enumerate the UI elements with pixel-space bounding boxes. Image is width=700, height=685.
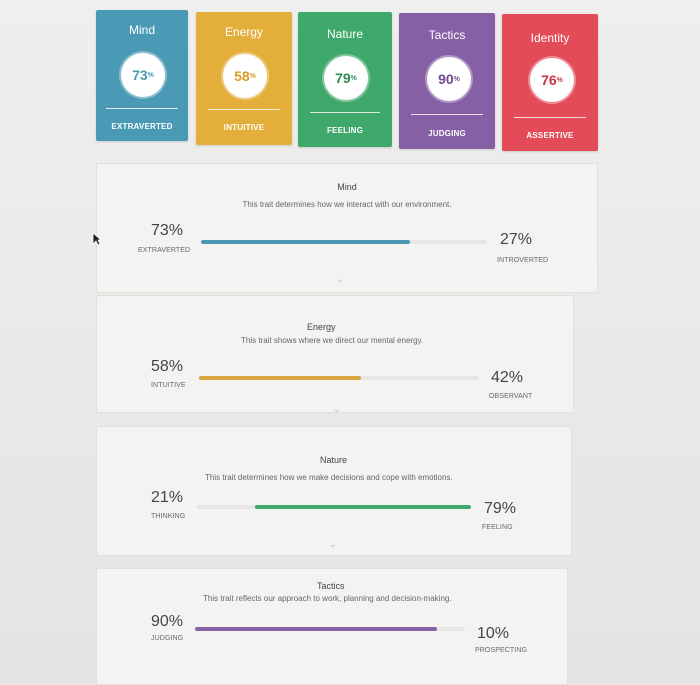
right-label: PROSPECTING — [475, 647, 528, 654]
right-label: INTROVERTED — [497, 257, 549, 264]
trait-bar-fill — [255, 505, 471, 509]
percent-value: 73 — [132, 67, 148, 83]
right-percent: 27% — [500, 231, 533, 248]
panel-mind: Mind This trait determines how we intera… — [96, 163, 598, 293]
trait-bar-track — [201, 240, 487, 244]
card-trait: JUDGING — [428, 129, 466, 138]
card-energy[interactable]: Energy 58% INTUITIVE — [196, 12, 292, 145]
percent-ring: 76% — [530, 58, 574, 102]
trait-bar-fill — [199, 376, 361, 380]
card-mind[interactable]: Mind 73% EXTRAVERTED — [96, 10, 188, 141]
percent-sign: % — [147, 71, 154, 79]
chevron-down-icon[interactable]: ⌄ — [336, 274, 344, 284]
left-label: JUDGING — [151, 635, 184, 642]
panel-title: Nature — [320, 455, 348, 465]
percent-sign: % — [453, 75, 460, 83]
left-label: EXTRAVERTED — [138, 247, 191, 254]
left-label: THINKING — [151, 513, 186, 520]
right-label: FEELING — [482, 524, 513, 531]
card-title: Nature — [326, 27, 364, 41]
panel-description: This trait reflects our approach to work… — [203, 594, 452, 603]
panel-title: Energy — [307, 322, 336, 332]
card-trait: INTUITIVE — [223, 123, 265, 132]
percent-sign: % — [249, 72, 256, 80]
card-divider — [411, 114, 483, 115]
panel-description: This trait determines how we interact wi… — [242, 200, 452, 209]
trait-bar-fill — [201, 240, 410, 244]
card-divider — [310, 112, 380, 113]
card-trait: FEELING — [326, 126, 364, 135]
left-percent: 21% — [151, 489, 184, 506]
trait-bar-track — [195, 627, 465, 631]
trait-bar-track — [199, 376, 479, 380]
panel-tactics: Tactics This trait reflects our approach… — [96, 568, 568, 685]
card-divider — [514, 117, 586, 118]
card-trait: EXTRAVERTED — [111, 122, 173, 131]
panel-nature: Nature This trait determines how we make… — [96, 426, 572, 556]
percent-sign: % — [556, 76, 563, 84]
card-tactics[interactable]: Tactics 90% JUDGING — [399, 13, 495, 149]
chevron-down-icon[interactable]: ⌄ — [333, 404, 341, 414]
percent-value: 58 — [234, 68, 250, 84]
card-title: Mind — [128, 23, 155, 37]
percent-value: 90 — [438, 71, 454, 87]
card-title: Energy — [224, 25, 264, 39]
right-percent: 10% — [477, 625, 510, 642]
left-percent: 90% — [151, 613, 184, 630]
left-percent: 73% — [151, 222, 184, 239]
percent-ring: 73% — [121, 53, 165, 97]
trait-bar-track — [197, 505, 471, 509]
card-identity[interactable]: Identity 76% ASSERTIVE — [502, 14, 598, 151]
card-trait: ASSERTIVE — [526, 131, 574, 140]
trait-bar-fill — [195, 627, 437, 631]
percent-value: 79 — [335, 70, 351, 86]
chevron-down-icon[interactable]: ⌄ — [329, 539, 337, 549]
panel-description: This trait shows where we direct our men… — [241, 336, 424, 345]
mouse-pointer-icon — [92, 232, 102, 246]
card-title: Identity — [530, 31, 570, 45]
left-percent: 58% — [151, 358, 184, 375]
card-divider — [106, 108, 178, 109]
card-divider — [208, 109, 280, 110]
percent-ring: 79% — [324, 56, 368, 100]
left-label: INTUITIVE — [151, 382, 186, 389]
right-percent: 79% — [484, 500, 517, 517]
panel-title: Tactics — [317, 581, 345, 591]
right-percent: 42% — [491, 369, 524, 386]
right-label: OBSERVANT — [489, 393, 533, 400]
percent-value: 76 — [541, 72, 557, 88]
panel-title: Mind — [337, 182, 357, 192]
trait-cards: Mind 73% EXTRAVERTED Energy 58% INTUITIV… — [0, 0, 700, 160]
panel-energy: Energy This trait shows where we direct … — [96, 295, 574, 414]
percent-ring: 58% — [223, 54, 267, 98]
card-title: Tactics — [428, 28, 466, 42]
percent-ring: 90% — [427, 57, 471, 101]
card-nature[interactable]: Nature 79% FEELING — [298, 12, 392, 147]
panel-description: This trait determines how we make decisi… — [205, 473, 453, 482]
percent-sign: % — [350, 74, 357, 82]
